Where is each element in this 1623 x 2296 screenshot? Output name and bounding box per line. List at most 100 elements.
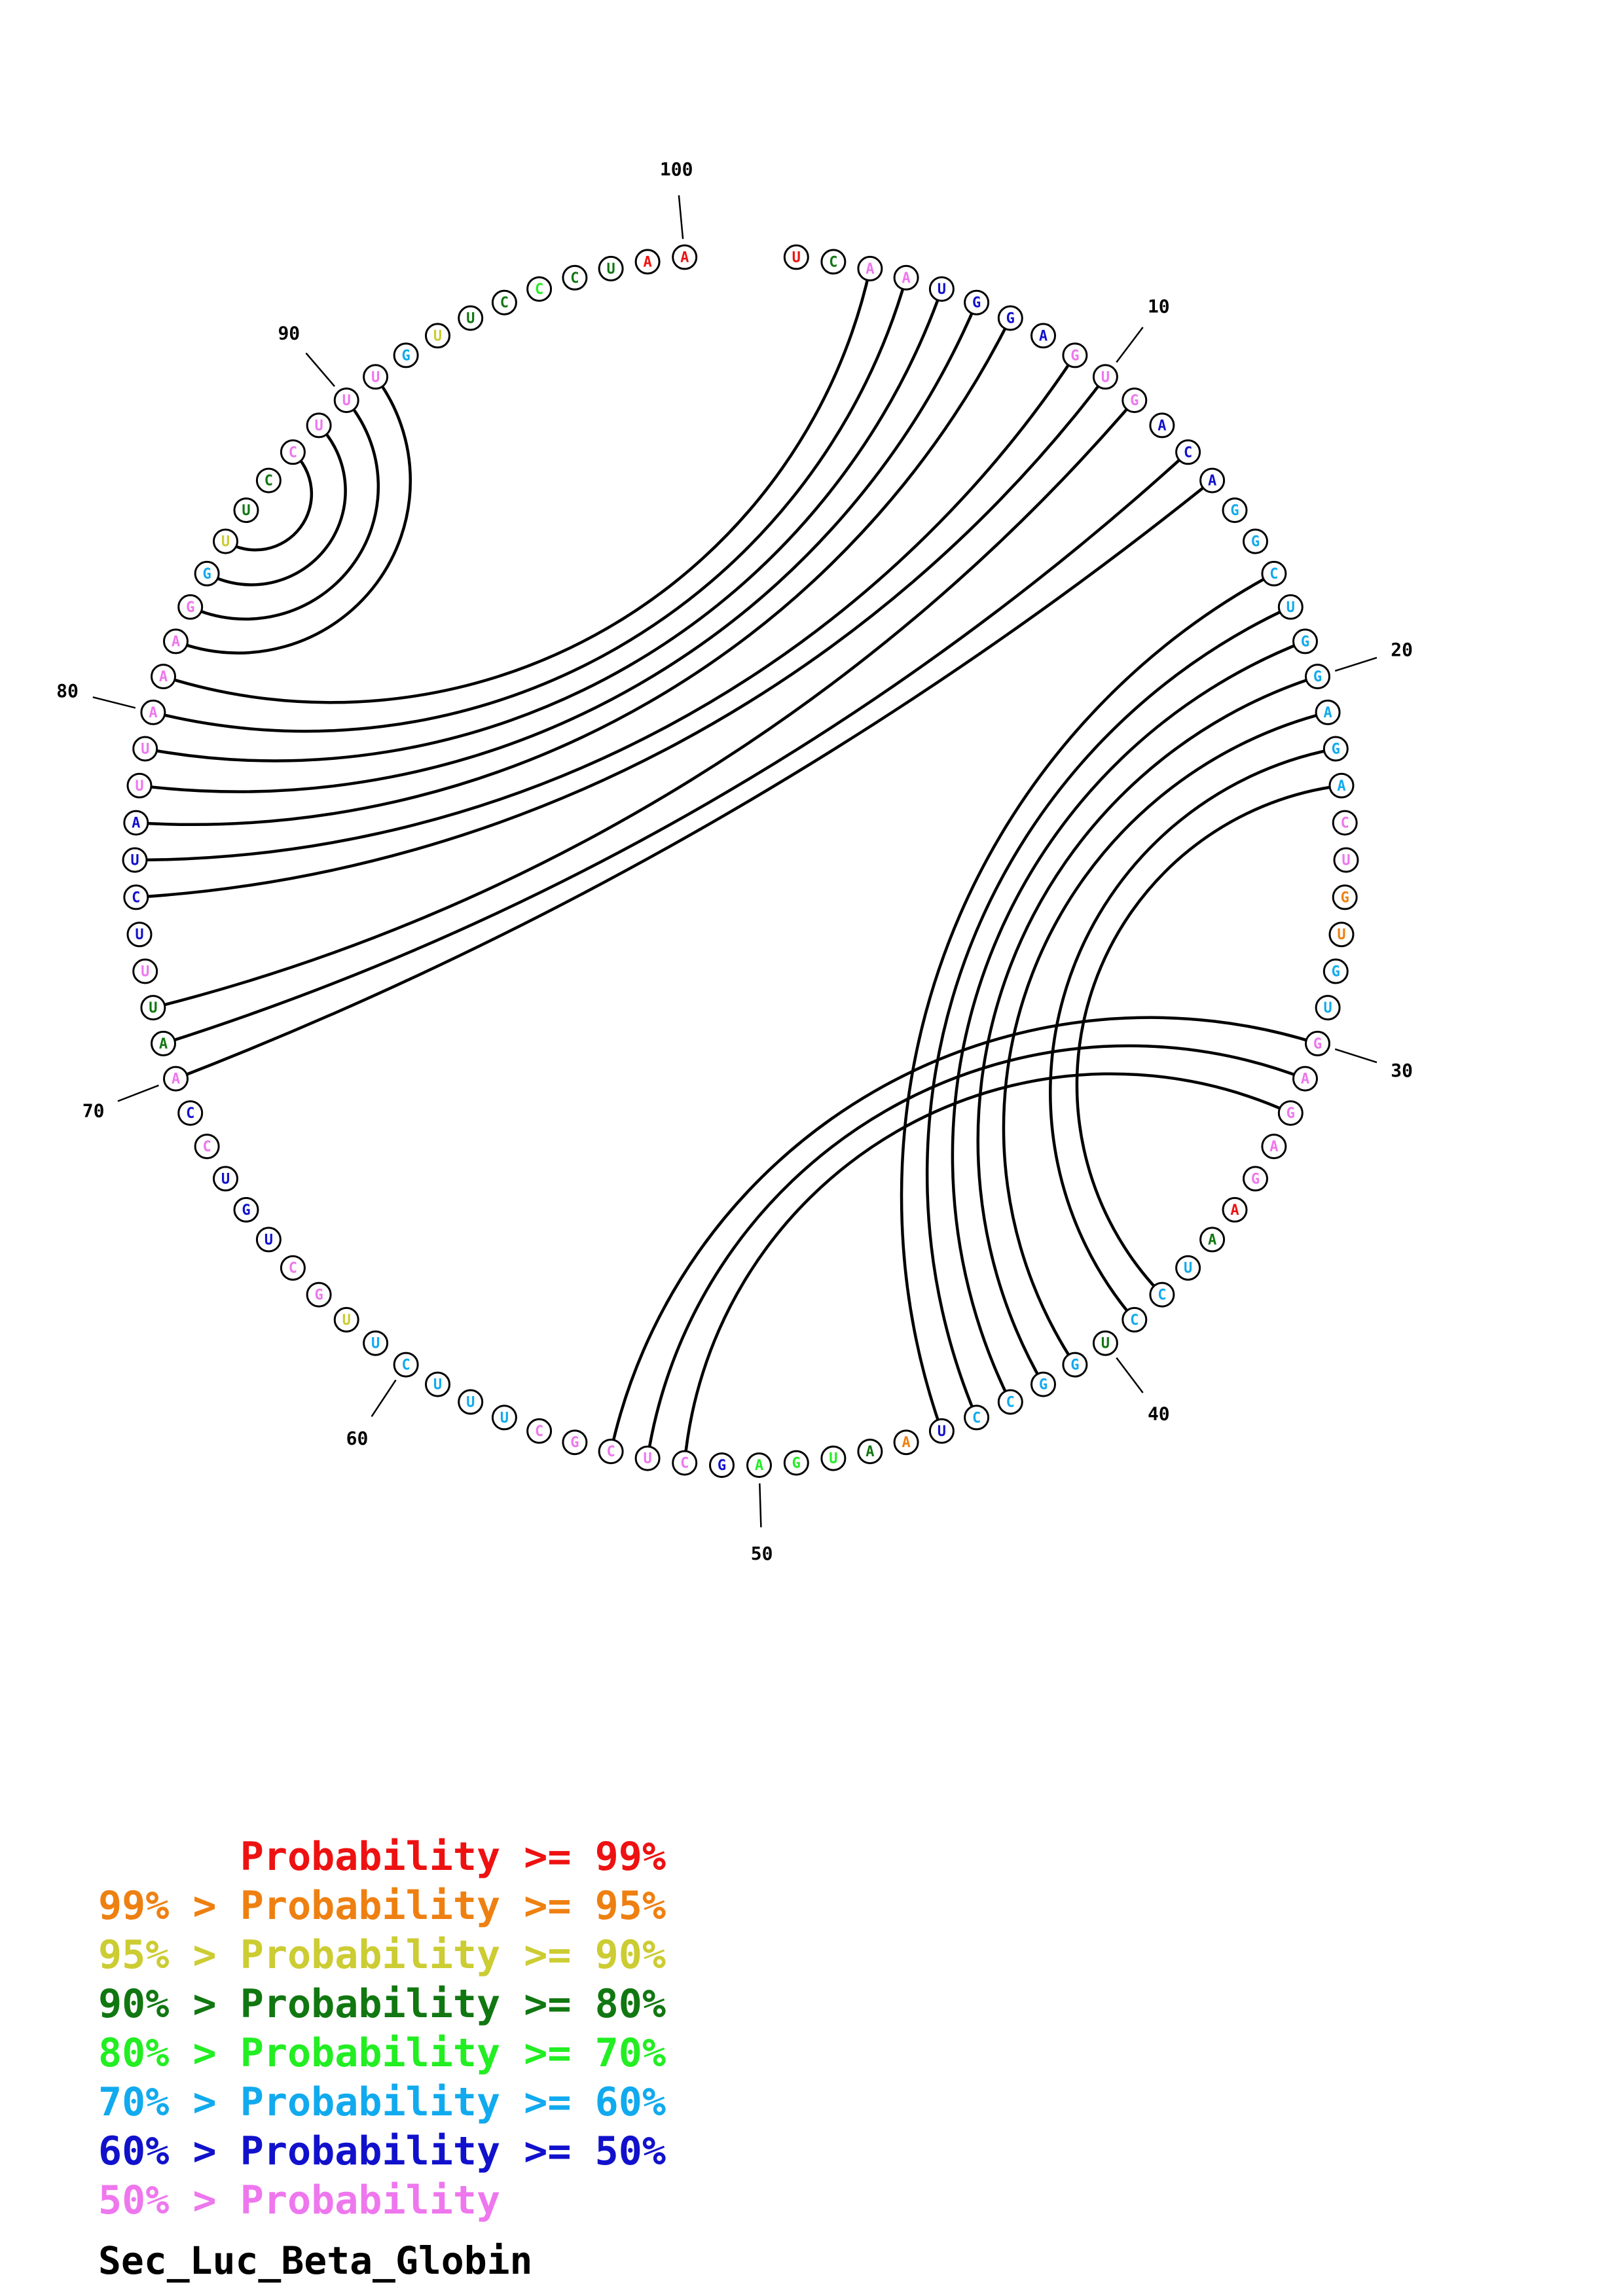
nucleotide-letter: U — [371, 369, 380, 386]
tick-label-40: 40 — [1148, 1403, 1170, 1424]
nucleotide-circle — [1322, 958, 1349, 984]
nucleotide-circle — [1332, 810, 1358, 836]
nucleotide-circle — [425, 323, 450, 349]
base-pair-arc-18-44 — [925, 605, 1292, 1418]
nucleotide-98: U — [598, 255, 624, 281]
nucleotide-circle — [425, 1371, 450, 1397]
nucleotide-letter: A — [755, 1458, 763, 1474]
nucleotide-50: A — [746, 1452, 772, 1479]
nucleotide-circle — [964, 289, 990, 315]
nucleotide-circle — [1199, 1227, 1226, 1253]
base-pair-arc-14-70 — [175, 479, 1214, 1081]
nucleotide-39: C — [1122, 1306, 1148, 1333]
base-pair-arc-84-89 — [206, 424, 347, 586]
nucleotide-7: G — [997, 305, 1023, 331]
nucleotide-circle — [1292, 1066, 1318, 1092]
nucleotide-letter: U — [371, 1336, 380, 1352]
nucleotide-letter: C — [972, 1410, 981, 1426]
nucleotide-circle — [1199, 467, 1226, 493]
base-pair-arc-17-45 — [900, 572, 1275, 1432]
nucleotide-48: U — [820, 1445, 847, 1471]
nucleotide-70: A — [163, 1066, 189, 1092]
nucleotide-letter: C — [1341, 816, 1349, 832]
tick-label-70: 70 — [82, 1100, 105, 1121]
base-pair-arc-22-39 — [1049, 747, 1336, 1321]
base-pair-arc-13-71 — [162, 451, 1190, 1045]
tick-line-10 — [1116, 327, 1144, 363]
nucleotide-letter: C — [570, 270, 579, 287]
nucleotide-letter: G — [570, 1435, 579, 1451]
nucleotide-letter: G — [1341, 889, 1349, 906]
nucleotide-letter: G — [1313, 669, 1322, 685]
nucleotide-circle — [255, 1227, 282, 1253]
nucleotide-circle — [306, 412, 332, 439]
nucleotide-circle — [1332, 884, 1358, 910]
nucleotide-letter: G — [1251, 534, 1260, 550]
base-pair-arc-4-80 — [153, 277, 908, 733]
nucleotide-letter: U — [938, 281, 946, 298]
nucleotide-47: A — [857, 1439, 883, 1465]
nucleotide-40: U — [1092, 1330, 1118, 1356]
nucleotide-letter: C — [1158, 1287, 1166, 1304]
nucleotide-58: U — [458, 1389, 484, 1415]
nucleotide-11: G — [1122, 387, 1148, 414]
nucleotide-80: A — [140, 699, 166, 725]
nucleotide-circle — [123, 810, 149, 836]
legend-row: 70% > Probability >= 60% — [98, 2079, 666, 2125]
nucleotide-circle — [151, 664, 176, 690]
nucleotide-letter: U — [135, 927, 143, 943]
nucleotide-circle — [964, 1405, 990, 1431]
nucleotide-letter: C — [1130, 1312, 1139, 1329]
nucleotide-letter: C — [606, 1444, 615, 1460]
nucleotide-circle — [1149, 412, 1175, 439]
nucleotide-circle — [177, 594, 204, 620]
nucleotide-15: G — [1222, 497, 1248, 524]
nucleotide-14: A — [1199, 467, 1226, 493]
nucleotide-circle — [458, 1389, 484, 1415]
nucleotide-circle — [928, 1418, 955, 1444]
nucleotide-41: G — [1062, 1352, 1088, 1378]
nucleotide-99: A — [634, 249, 661, 275]
nucleotide-95: C — [491, 289, 517, 315]
nucleotide-86: U — [233, 497, 259, 524]
tick-label-20: 20 — [1391, 639, 1413, 660]
nucleotide-circle — [1305, 664, 1330, 690]
base-pair-arc-21-41 — [1002, 711, 1328, 1366]
nucleotide-letter: C — [1269, 566, 1278, 583]
nucleotide-letter: C — [680, 1456, 689, 1472]
legend-row: 80% > Probability >= 70% — [98, 2030, 666, 2076]
tick-line-40 — [1116, 1357, 1144, 1393]
nucleotide-23: A — [1328, 772, 1355, 798]
nucleotide-letter: C — [1006, 1395, 1015, 1411]
nucleotide-circle — [1315, 995, 1341, 1021]
nucleotide-93: U — [425, 323, 450, 349]
nucleotide-circle — [1333, 847, 1359, 873]
nucleotide-82: A — [163, 628, 189, 655]
nucleotide-2: C — [820, 249, 847, 275]
nucleotide-42: G — [1030, 1371, 1056, 1397]
nucleotide-72: U — [140, 995, 166, 1021]
tick-label-80: 80 — [56, 680, 79, 702]
nucleotide-letter: U — [1184, 1261, 1192, 1277]
nucleotide-circle — [491, 1405, 517, 1431]
nucleotide-circle — [857, 1439, 883, 1465]
nucleotide-60: C — [393, 1352, 419, 1378]
nucleotide-letter: A — [1301, 1071, 1309, 1088]
nucleotide-circle — [634, 1445, 661, 1471]
nucleotide-letter: C — [829, 254, 837, 270]
nucleotide-44: C — [964, 1405, 990, 1431]
nucleotide-letter: A — [1158, 418, 1166, 434]
nucleotide-letter: U — [221, 534, 230, 550]
nucleotide-letter: G — [972, 295, 981, 312]
nucleotide-29: U — [1315, 995, 1341, 1021]
tick-line-80 — [92, 696, 136, 709]
nucleotide-letter: U — [130, 853, 139, 869]
nucleotide-letter: U — [606, 261, 615, 278]
nucleotide-circle — [306, 1282, 332, 1308]
nucleotide-circle — [857, 255, 883, 281]
nucleotide-71: A — [151, 1030, 176, 1056]
nucleotide-letter: U — [792, 249, 801, 266]
nucleotide-12: A — [1149, 412, 1175, 439]
nucleotide-letter: G — [1070, 1357, 1079, 1374]
base-pair-arc-31-53 — [646, 1044, 1306, 1459]
